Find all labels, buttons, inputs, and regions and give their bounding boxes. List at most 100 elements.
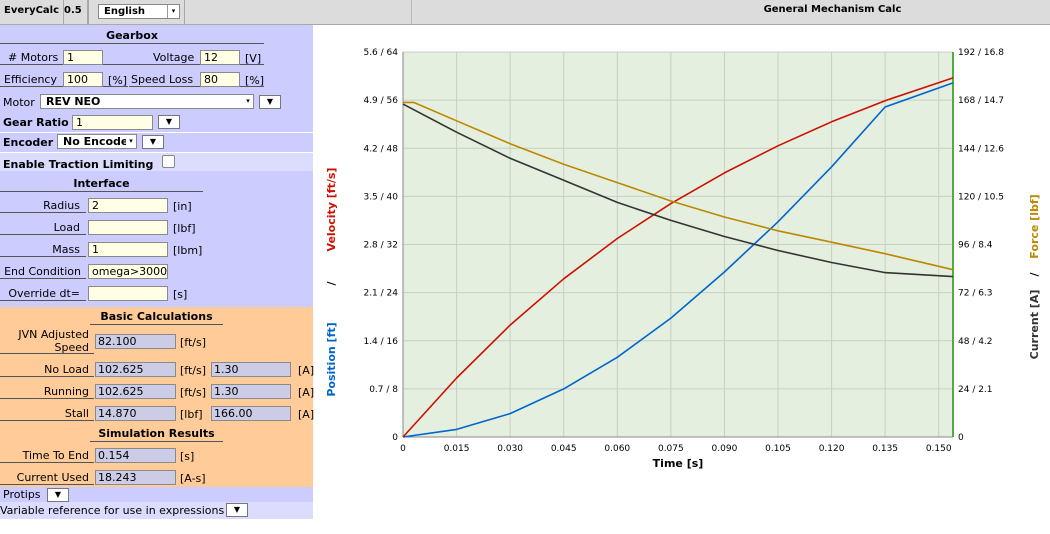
axes bbox=[402, 52, 954, 438]
load-label: Load bbox=[0, 221, 86, 235]
protips-label: Protips bbox=[3, 488, 41, 501]
interface-section: Interface Radius 2 [in] Load [lbf] Mass … bbox=[0, 171, 313, 307]
speedloss-input[interactable]: 80 bbox=[200, 72, 240, 87]
y-right-tick-label: 168 / 14.7 bbox=[958, 96, 1004, 106]
time-to-end-label: Time To End bbox=[0, 449, 94, 463]
jvn-value: 82.100 bbox=[95, 334, 176, 349]
speedloss-unit: [%] bbox=[245, 74, 265, 87]
stall-current: 166.00 bbox=[211, 406, 291, 421]
noload-label: No Load bbox=[0, 363, 94, 377]
series-group bbox=[402, 77, 954, 438]
protips-dropdown-icon[interactable]: ▼ bbox=[47, 488, 69, 502]
gearbox-section: Gearbox # Motors 1 Voltage 12 [V] Effici… bbox=[0, 25, 313, 127]
basic-calc-header: Basic Calculations bbox=[90, 310, 223, 325]
override-dt-input[interactable] bbox=[88, 286, 168, 301]
y-right-tick-label: 0 bbox=[958, 433, 964, 443]
y-axis-label-right: Current [A] / Force [lbf] bbox=[1028, 194, 1041, 359]
gearbox-header: Gearbox bbox=[0, 29, 264, 44]
encoder-value: No Encoder bbox=[63, 135, 134, 148]
motor-dropdown-icon[interactable]: ▼ bbox=[259, 95, 281, 109]
efficiency-unit: [%] bbox=[108, 74, 128, 87]
varref-label: Variable reference for use in expression… bbox=[0, 504, 225, 517]
gear-ratio-input[interactable]: 1 bbox=[72, 115, 153, 130]
voltage-unit: [V] bbox=[245, 52, 262, 65]
traction-checkbox[interactable] bbox=[162, 155, 175, 168]
series-force-line bbox=[403, 101, 954, 271]
running-current-unit: [A] bbox=[298, 386, 315, 399]
ticks-group: 0 0.7 / 8 1.4 / 16 2.1 / 24 2.8 / 32 3.5 / 40… bbox=[363, 48, 1004, 454]
mass-label: Mass bbox=[0, 243, 86, 257]
stall-force-unit: [lbf] bbox=[180, 408, 203, 421]
mass-input[interactable]: 1 bbox=[88, 242, 168, 257]
y-right-tick-label: 96 / 8.4 bbox=[958, 241, 993, 251]
motors-input[interactable]: 1 bbox=[63, 50, 103, 65]
running-speed: 102.625 bbox=[95, 384, 176, 399]
language-select[interactable]: English ▾ bbox=[98, 4, 180, 19]
y-left-tick-label: 2.1 / 24 bbox=[363, 289, 398, 299]
current-axis-label: Current [A] bbox=[1028, 290, 1041, 360]
y-axis-label-left: Position [ft] / Velocity [ft/s] bbox=[325, 168, 338, 397]
right-axis-separator: / bbox=[1028, 272, 1041, 277]
voltage-label: Voltage bbox=[124, 51, 264, 65]
y-left-tick-label: 5.6 / 64 bbox=[363, 48, 398, 58]
current-used-value: 18.243 bbox=[95, 470, 176, 485]
x-tick-label: 0.120 bbox=[819, 444, 845, 454]
select-arrow-icon: ▾ bbox=[126, 135, 136, 148]
divider bbox=[411, 0, 412, 24]
y-left-tick-label: 0.7 / 8 bbox=[369, 385, 398, 395]
y-right-tick-label: 120 / 10.5 bbox=[958, 192, 1004, 202]
motors-label: # Motors bbox=[0, 51, 124, 65]
x-tick-label: 0.075 bbox=[658, 444, 684, 454]
load-unit: [lbf] bbox=[173, 222, 196, 235]
series-velocity-line bbox=[402, 77, 954, 438]
encoder-section: Encoder No Encoder ▾ ▼ bbox=[0, 133, 313, 152]
grid bbox=[403, 51, 953, 437]
encoder-select[interactable]: No Encoder ▾ bbox=[57, 134, 137, 149]
time-to-end-unit: [s] bbox=[180, 450, 195, 463]
x-tick-label: 0.090 bbox=[712, 444, 738, 454]
radius-input[interactable]: 2 bbox=[88, 198, 168, 213]
noload-speed-unit: [ft/s] bbox=[180, 364, 207, 377]
language-value: English bbox=[104, 6, 146, 17]
radius-label: Radius bbox=[0, 199, 86, 213]
end-condition-label: End Condition bbox=[0, 265, 86, 279]
app-name: EveryCalc bbox=[0, 0, 65, 24]
current-used-unit: [A-s] bbox=[180, 472, 206, 485]
x-tick-label: 0.060 bbox=[604, 444, 630, 454]
motor-select[interactable]: REV NEO ▾ bbox=[40, 94, 254, 109]
y-left-tick-label: 1.4 / 16 bbox=[363, 337, 398, 347]
jvn-unit: [ft/s] bbox=[180, 336, 207, 349]
stall-force: 14.870 bbox=[95, 406, 176, 421]
app-version: 0.5 bbox=[59, 0, 88, 24]
varref-section: Variable reference for use in expression… bbox=[0, 502, 313, 519]
y-right-tick-label: 144 / 12.6 bbox=[958, 144, 1004, 154]
time-to-end-value: 0.154 bbox=[95, 448, 176, 463]
varref-dropdown-icon[interactable]: ▼ bbox=[226, 503, 248, 517]
end-condition-input[interactable]: omega>3000 bbox=[88, 264, 168, 279]
gear-ratio-dropdown-icon[interactable]: ▼ bbox=[158, 115, 180, 129]
efficiency-input[interactable]: 100 bbox=[63, 72, 103, 87]
running-speed-unit: [ft/s] bbox=[180, 386, 207, 399]
load-input[interactable] bbox=[88, 220, 168, 235]
radius-unit: [in] bbox=[173, 200, 192, 213]
voltage-input[interactable]: 12 bbox=[200, 50, 240, 65]
y-right-tick-label: 192 / 16.8 bbox=[958, 48, 1004, 58]
protips-section: Protips ▼ bbox=[0, 487, 313, 502]
y-left-tick-label: 3.5 / 40 bbox=[363, 192, 398, 202]
y-right-tick-label: 24 / 2.1 bbox=[958, 385, 993, 395]
basic-calc-section: Basic Calculations JVN Adjusted Speed 82… bbox=[0, 307, 315, 487]
noload-current: 1.30 bbox=[211, 362, 291, 377]
stall-label: Stall bbox=[0, 407, 94, 421]
override-dt-unit: [s] bbox=[173, 288, 188, 301]
select-arrow-icon: ▾ bbox=[167, 5, 179, 18]
y-left-tick-label: 2.8 / 32 bbox=[363, 241, 398, 251]
traction-section: Enable Traction Limiting bbox=[0, 153, 313, 172]
y-right-tick-label: 48 / 4.2 bbox=[958, 337, 993, 347]
x-tick-label: 0.150 bbox=[926, 444, 952, 454]
x-tick-label: 0.105 bbox=[765, 444, 791, 454]
encoder-dropdown-icon[interactable]: ▼ bbox=[142, 135, 164, 149]
sim-results-header: Simulation Results bbox=[90, 427, 223, 442]
select-arrow-icon: ▾ bbox=[243, 95, 253, 108]
traction-label: Enable Traction Limiting bbox=[0, 158, 186, 172]
chart-svg: 0 0.7 / 8 1.4 / 16 2.1 / 24 2.8 / 32 3.5 / 40… bbox=[325, 48, 1041, 470]
